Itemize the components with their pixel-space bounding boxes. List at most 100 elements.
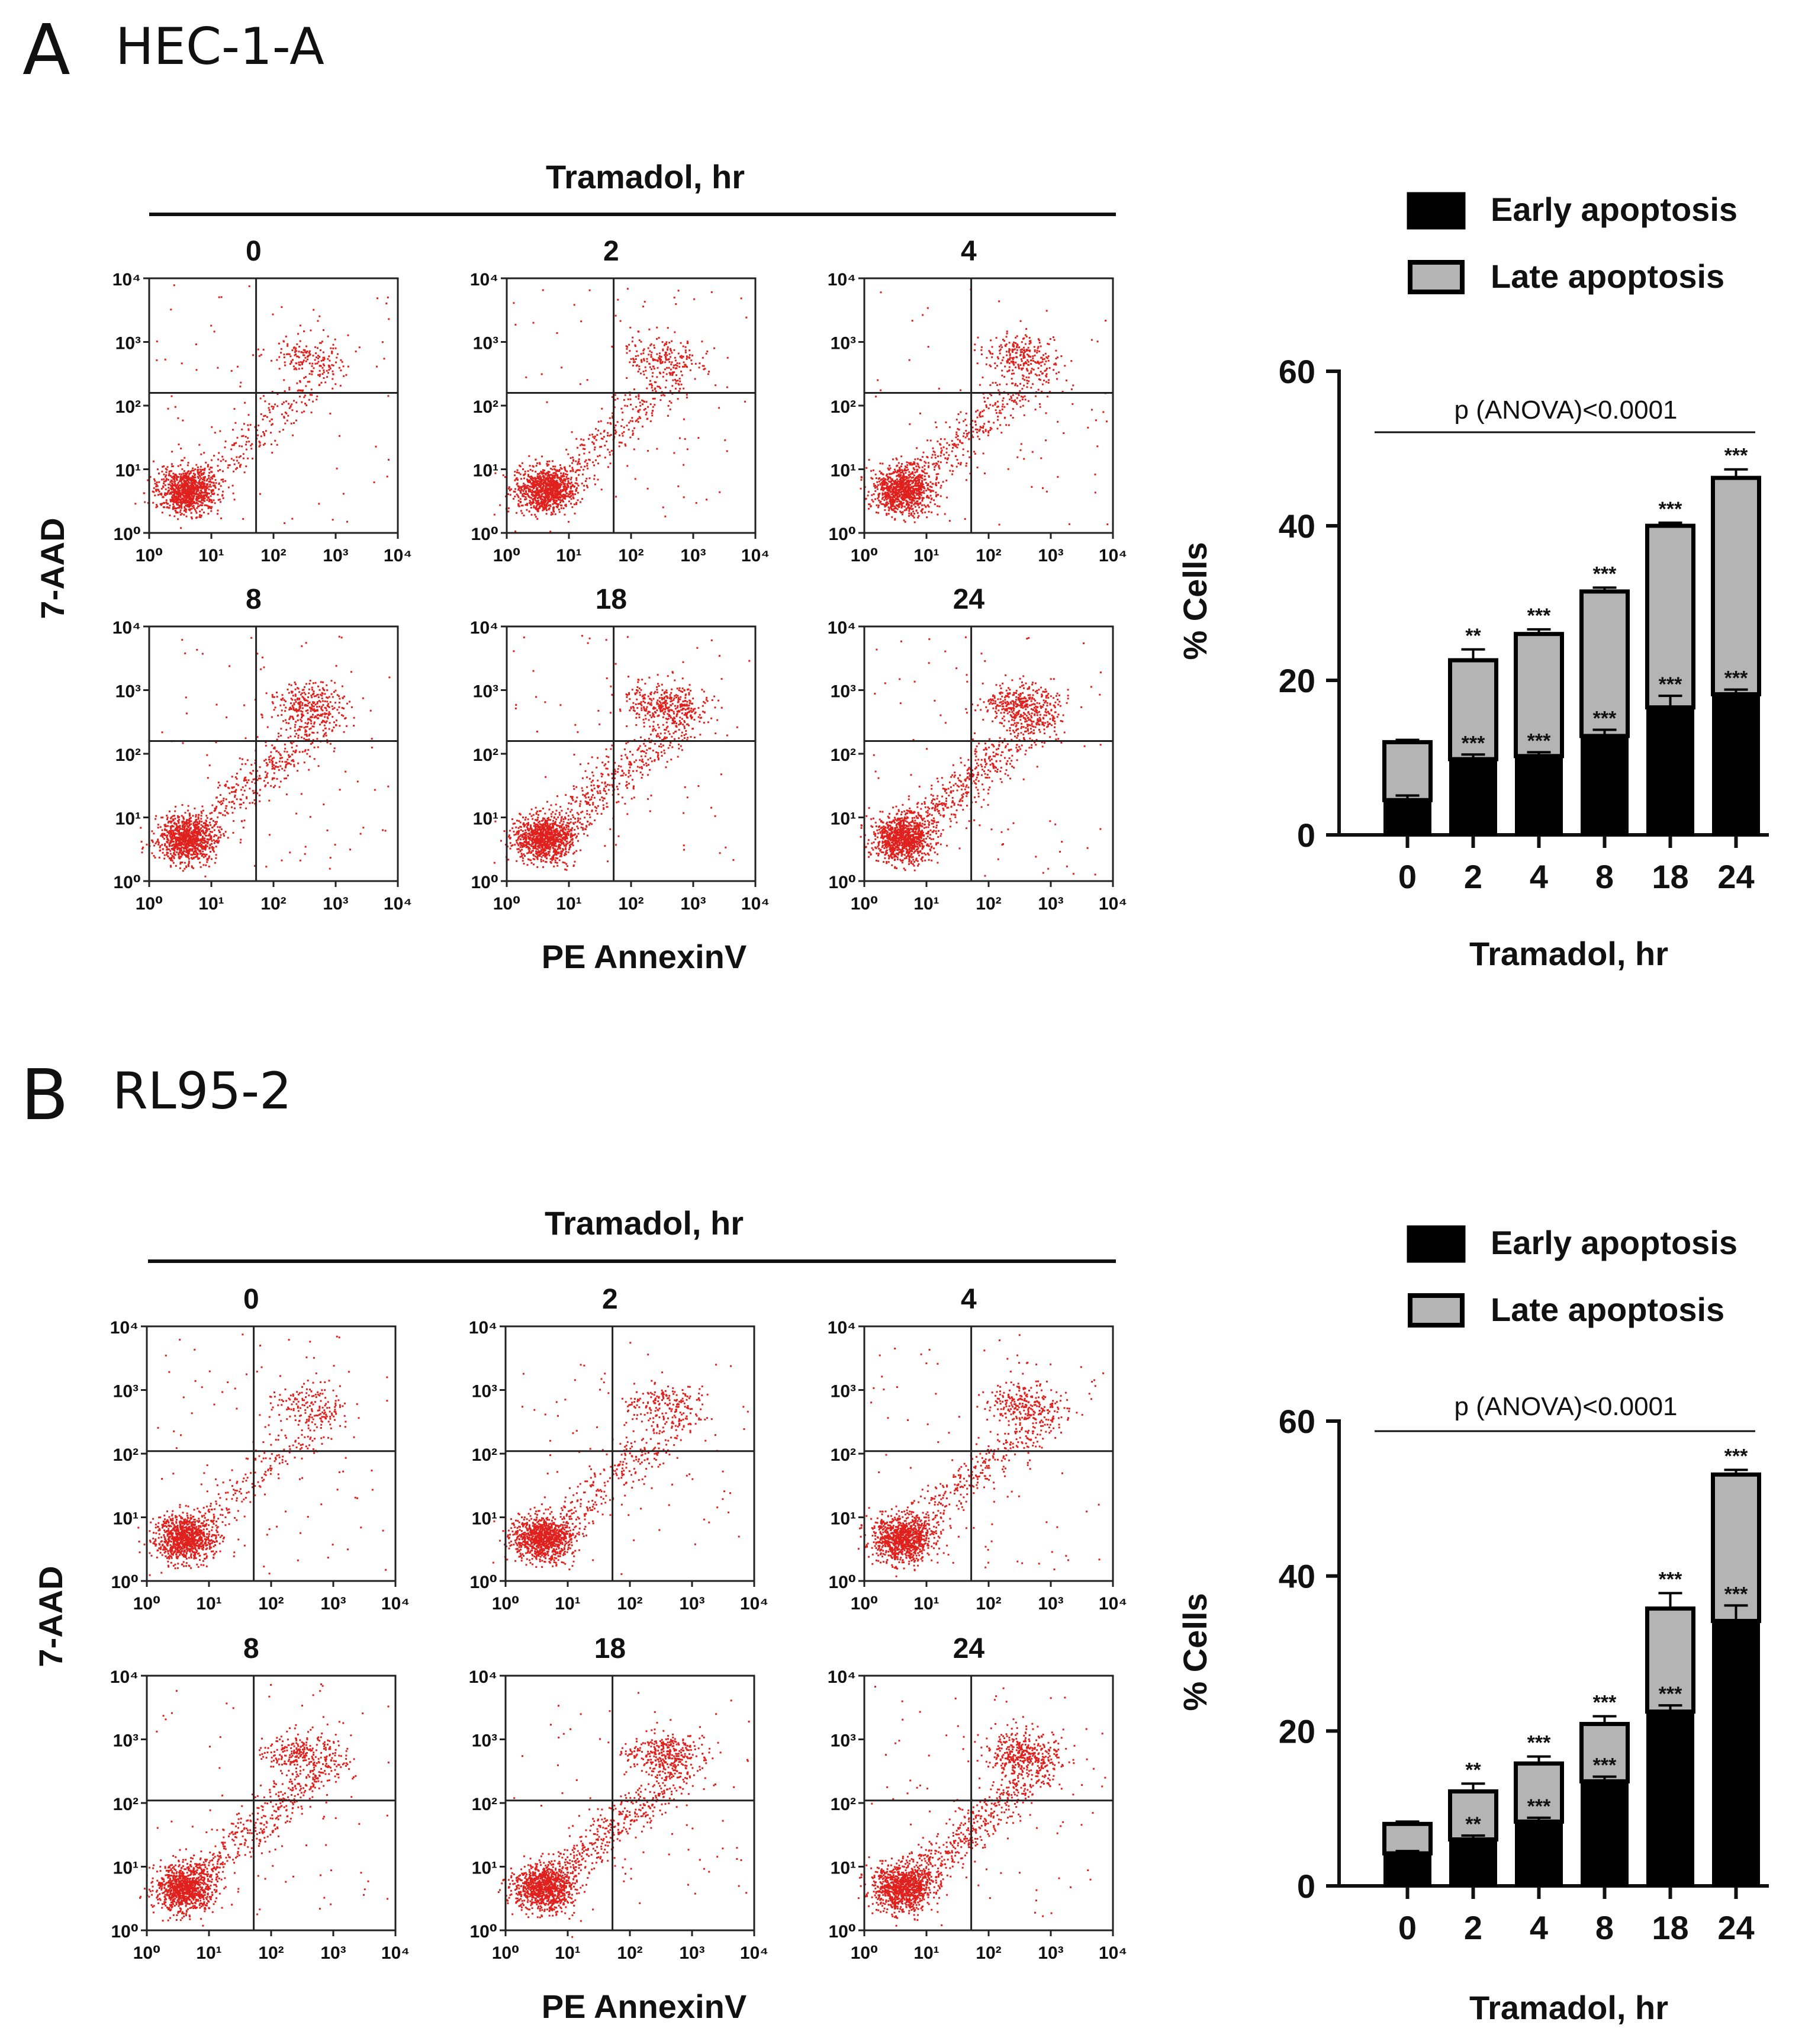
y-tick-label: 10³ [831,334,856,353]
y-tick-label: 10⁴ [470,270,498,290]
event-dots [137,1333,388,1576]
event-dots [134,284,390,529]
y-tick-label: 10⁴ [112,618,141,638]
y-tick-label: 10⁰ [469,1573,497,1592]
y-tick-label: 10² [831,1445,856,1465]
y-tick-label: 60 [1279,1403,1315,1440]
plot-frame [506,277,757,534]
x-tick-label: 10⁴ [741,894,770,914]
y-tick-label: 10³ [473,682,498,702]
bar-early-apoptosis [1581,735,1629,836]
flow-subplot: 2 10⁰ 10⁰ 10¹ 10¹ 10² 10² 10³ 10³ 10⁴ 10⁴ [469,1284,768,1614]
bar-early-apoptosis [1515,755,1563,836]
event-dots [493,288,748,533]
significance-total: *** [1527,605,1551,627]
x-tick-label: 10⁰ [851,1943,879,1963]
x-tick-label: 10² [618,894,643,914]
y-tick-label: 10⁰ [469,1922,497,1942]
scatter-cloud [860,288,1109,526]
subplot-time-label: 8 [246,584,262,615]
subplot-time-label: 24 [953,1633,985,1664]
bar-late-apoptosis [1448,658,1498,761]
y-tick-label: 10¹ [472,1509,497,1529]
y-tick-label: 10⁴ [828,1318,856,1338]
x-tick-label: 10⁰ [492,1594,520,1614]
scatter-cloud [139,1683,390,1927]
bar-chart: Early apoptosis Late apoptosis % Cells T… [1176,1224,1769,2026]
y-tick-label: 10⁰ [111,1573,139,1592]
y-tick-label: 10³ [831,1382,856,1402]
x-tick-label: 10⁰ [493,546,521,565]
flow-subplot: 8 10⁰ 10⁰ 10¹ 10¹ 10² 10² 10³ 10³ 10⁴ 10⁴ [112,584,412,914]
x-tick-label: 10⁰ [493,894,521,914]
y-tick-label: 10³ [831,1731,856,1751]
event-dots [497,1692,750,1938]
y-tick-label: 10² [831,1795,856,1814]
scatter-cloud [492,1342,749,1575]
y-tick-label: 10² [472,1795,497,1814]
significance-early: *** [1462,732,1485,754]
significance-early: *** [1593,708,1617,730]
scatter-cloud [497,1692,750,1938]
subplot-time-label: 24 [953,584,985,615]
y-tick-label: 10¹ [115,809,141,829]
legend-swatch-late [1408,1293,1465,1328]
bar-early-apoptosis [1646,1711,1694,1887]
y-tick-label: 10⁰ [828,525,856,544]
panel-letter: B [21,1054,69,1136]
y-tick-label: 10⁴ [112,270,141,290]
significance-total: *** [1724,1445,1748,1467]
y-tick-label: 10⁰ [113,525,141,544]
bar-late-apoptosis [1448,1789,1498,1841]
subplot-time-label: 2 [603,236,619,267]
x-tick-label: 10³ [1038,1943,1063,1963]
y-tick-label: 0 [1297,1868,1315,1905]
x-tick-label: 10⁴ [384,546,412,565]
bar-plot-area: 0 20 40 60 0 2 ** ** 4 *** *** 8 *** *** 18 *** *** 24 ***… [1279,1403,1769,1946]
y-tick-label: 10¹ [115,461,141,481]
x-tick-label: 10² [976,894,1001,914]
bar-late-apoptosis [1514,1761,1564,1824]
flow-y-label: 7-AAD [34,518,71,619]
x-tick-label: 10² [260,894,286,914]
y-tick-label: 40 [1279,507,1315,545]
y-tick-label: 10¹ [113,1509,139,1529]
panel-letter: A [22,9,70,91]
y-tick-label: 10⁰ [471,525,498,544]
bar-late-apoptosis [1382,1821,1433,1856]
x-tick-label: 10³ [1038,546,1063,565]
significance-early: *** [1527,729,1551,752]
bar-late-apoptosis [1711,475,1761,696]
flow-block: Tramadol, hr PE AnnexinV 7-AAD 010⁰10⁰10… [32,1204,1127,2025]
bar-early-apoptosis [1383,1852,1431,1887]
scatter-cloud [860,636,1102,877]
x-tick-label: 10³ [1038,1594,1063,1614]
y-tick-label: 10¹ [831,461,856,481]
y-tick-label: 10⁰ [471,873,498,892]
event-dots [860,288,1109,526]
event-dots [139,1683,390,1927]
x-tick-label: 10⁴ [384,894,412,914]
y-tick-label: 10³ [472,1731,497,1751]
y-tick-label: 10³ [113,1382,139,1402]
scatter-cloud [493,635,751,871]
y-tick-label: 10⁰ [828,1922,856,1942]
x-tick-label: 10¹ [196,1943,221,1963]
scatter-cloud [134,284,390,529]
x-tick-label: 10² [976,1943,1001,1963]
y-tick-label: 10⁴ [828,1667,856,1687]
y-tick-label: 10⁴ [828,270,856,290]
y-tick-label: 10⁴ [110,1318,139,1338]
bar-early-apoptosis [1581,1780,1629,1887]
significance-total: *** [1593,563,1617,585]
anova-annotation: p (ANOVA)<0.0001 [1454,1392,1677,1421]
significance-early: *** [1659,673,1682,696]
x-axis-label: Tramadol, hr [1469,1989,1668,2026]
x-tick-label: 10³ [323,894,348,914]
y-tick-label: 10³ [113,1731,139,1751]
x-tick-label: 10² [258,1594,284,1614]
bar-early-apoptosis [1449,758,1497,836]
y-tick-label: 10³ [115,334,141,353]
